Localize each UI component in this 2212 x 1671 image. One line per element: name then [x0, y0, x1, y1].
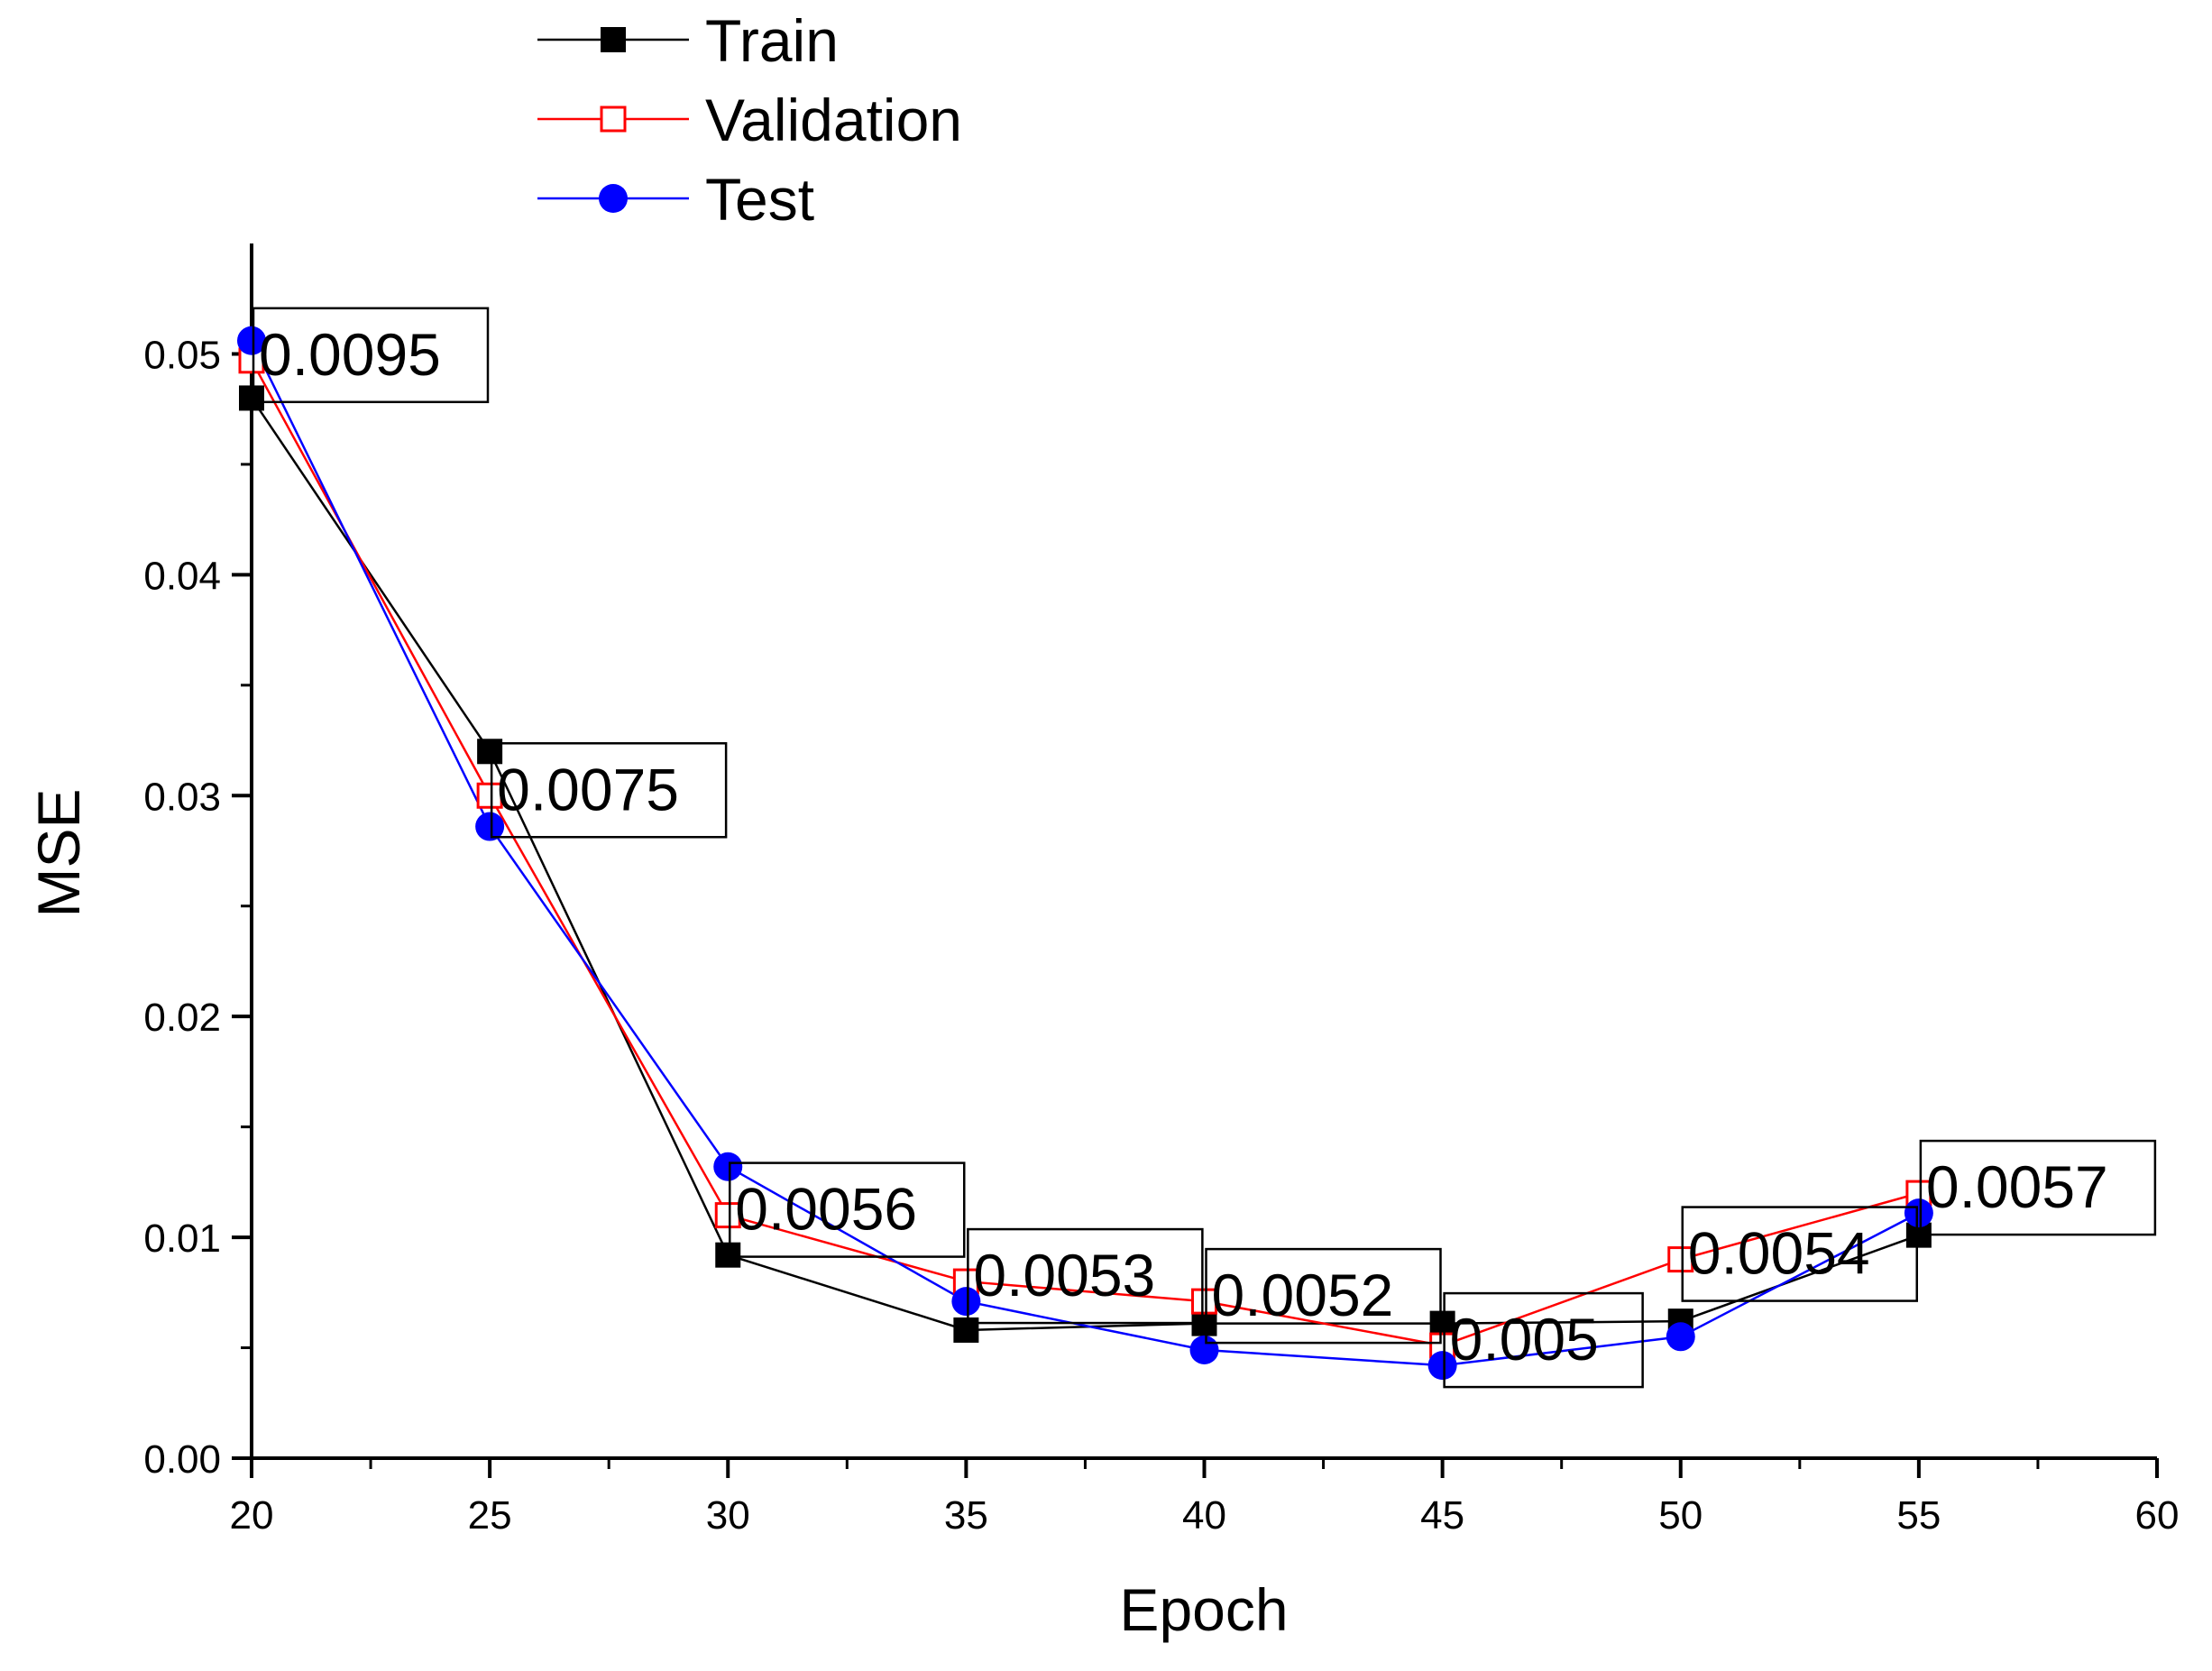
annotation-label: 0.0075 [497, 756, 679, 822]
x-tick-label: 30 [706, 1493, 750, 1538]
test-point [1666, 1322, 1695, 1352]
legend-label-test: Test [705, 166, 814, 233]
x-tick-label: 25 [468, 1493, 512, 1538]
annotation-box [729, 1161, 966, 1258]
test-point [475, 812, 505, 841]
series-line-validation [250, 360, 1920, 1347]
validation-point [476, 782, 503, 809]
annotation-box [1919, 1139, 2157, 1236]
annotations-layer: 0.0095 0.0075 0.0056 0.0053 0.0052 0.005 0.005… [252, 307, 2157, 1389]
test-point [237, 326, 266, 355]
validation-point [1667, 1246, 1694, 1273]
train-point [953, 1317, 979, 1343]
validation-point [1191, 1288, 1217, 1315]
y-tick-label: 0.04 [143, 554, 221, 598]
train-point [239, 385, 264, 411]
x-tick-label: 50 [1658, 1493, 1703, 1538]
annotation-box [1443, 1291, 1644, 1389]
train-point [715, 1242, 741, 1268]
annotation-label: 0.005 [1450, 1306, 1599, 1373]
test-point [713, 1152, 743, 1181]
x-tick-label: 55 [1896, 1493, 1941, 1538]
series-layer [237, 326, 1933, 1381]
y-tick-label: 0.01 [143, 1217, 221, 1261]
y-axis-title: MSE [25, 788, 92, 917]
annotation-box [967, 1227, 1204, 1325]
y-tick-label: 0.03 [143, 775, 221, 819]
annotation-label: 0.0052 [1212, 1262, 1394, 1328]
test-point [951, 1287, 981, 1317]
legend: Train Validation Test [537, 7, 962, 233]
x-axis-title: Epoch [1119, 1576, 1288, 1643]
y-tick-label: 0.02 [143, 996, 221, 1040]
legend-marker-test [599, 184, 628, 213]
series-line-train [250, 397, 1920, 1332]
validation-point [714, 1202, 741, 1229]
x-tick-label: 35 [944, 1493, 988, 1538]
annotation-label: 0.0095 [259, 321, 441, 388]
ticks: 20 25 30 35 40 45 50 55 60 0.00 0.01 0.02 0.03 0.04 0.… [143, 333, 2179, 1538]
y-tick-label: 0.00 [143, 1437, 221, 1482]
x-tick-label: 40 [1182, 1493, 1226, 1538]
y-tick-label: 0.05 [143, 333, 221, 377]
annotation-label: 0.0053 [973, 1242, 1155, 1308]
x-tick-label: 20 [230, 1493, 274, 1538]
annotation-box [490, 742, 728, 839]
test-point [1189, 1335, 1219, 1364]
legend-label-validation: Validation [705, 87, 962, 153]
series-line-test [250, 340, 1920, 1367]
annotation-label: 0.0054 [1688, 1220, 1870, 1287]
annotation-label: 0.0056 [735, 1176, 917, 1243]
annotation-box [252, 307, 490, 404]
annotation-box [1205, 1247, 1442, 1345]
annotation-label: 0.0057 [1926, 1153, 2108, 1220]
test-point [1904, 1198, 1933, 1228]
legend-marker-train [601, 27, 626, 52]
legend-marker-validation [600, 106, 627, 133]
annotation-box [1681, 1206, 1918, 1302]
x-tick-label: 60 [2135, 1493, 2180, 1538]
legend-label-train: Train [705, 7, 839, 74]
x-tick-label: 45 [1420, 1493, 1464, 1538]
train-point [1429, 1310, 1455, 1336]
test-point [1427, 1351, 1457, 1381]
